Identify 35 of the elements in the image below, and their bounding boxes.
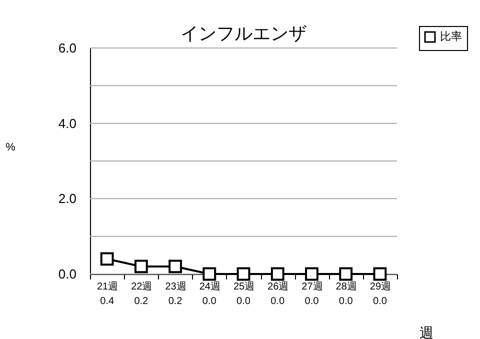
data-label: 0.0 xyxy=(270,296,285,307)
x-tick-label: 21週 xyxy=(96,282,118,292)
data-label: 0.0 xyxy=(202,296,217,307)
x-tick-label: 26週 xyxy=(268,282,289,292)
point xyxy=(134,260,148,274)
y-axis-title: % xyxy=(6,141,16,154)
point xyxy=(373,267,387,281)
point xyxy=(236,267,250,281)
data-label: 0.0 xyxy=(372,296,388,307)
point xyxy=(270,267,284,281)
x-tick-label: 29週 xyxy=(370,282,392,292)
y-tick-label: 6.0 xyxy=(58,40,76,56)
x-tick-label: 27週 xyxy=(302,282,323,292)
x-tick-label: 25週 xyxy=(233,282,255,292)
data-label: 0.2 xyxy=(134,296,149,307)
data-label: 0.0 xyxy=(338,296,354,307)
x-axis-title: 週 xyxy=(420,324,434,339)
x-tick-label: 24週 xyxy=(199,282,220,292)
legend-label: 比率 xyxy=(440,30,462,43)
data-label: 0.0 xyxy=(236,296,251,307)
chart-title: インフルエンザ xyxy=(180,24,306,44)
point xyxy=(339,267,353,281)
y-tick-label: 4.0 xyxy=(58,116,76,131)
x-tick-label: 28週 xyxy=(336,282,357,292)
point xyxy=(168,260,182,274)
point xyxy=(305,267,318,281)
x-tick-label: 22週 xyxy=(131,282,152,292)
point xyxy=(100,252,114,266)
data-label: 0.2 xyxy=(168,296,183,307)
x-tick-label: 23週 xyxy=(165,282,186,292)
data-label: 0.0 xyxy=(304,296,320,307)
point xyxy=(202,267,216,281)
y-tick-label: 2.0 xyxy=(58,191,76,206)
y-tick-label: 0.0 xyxy=(58,266,76,282)
data-label: 0.4 xyxy=(100,296,114,307)
